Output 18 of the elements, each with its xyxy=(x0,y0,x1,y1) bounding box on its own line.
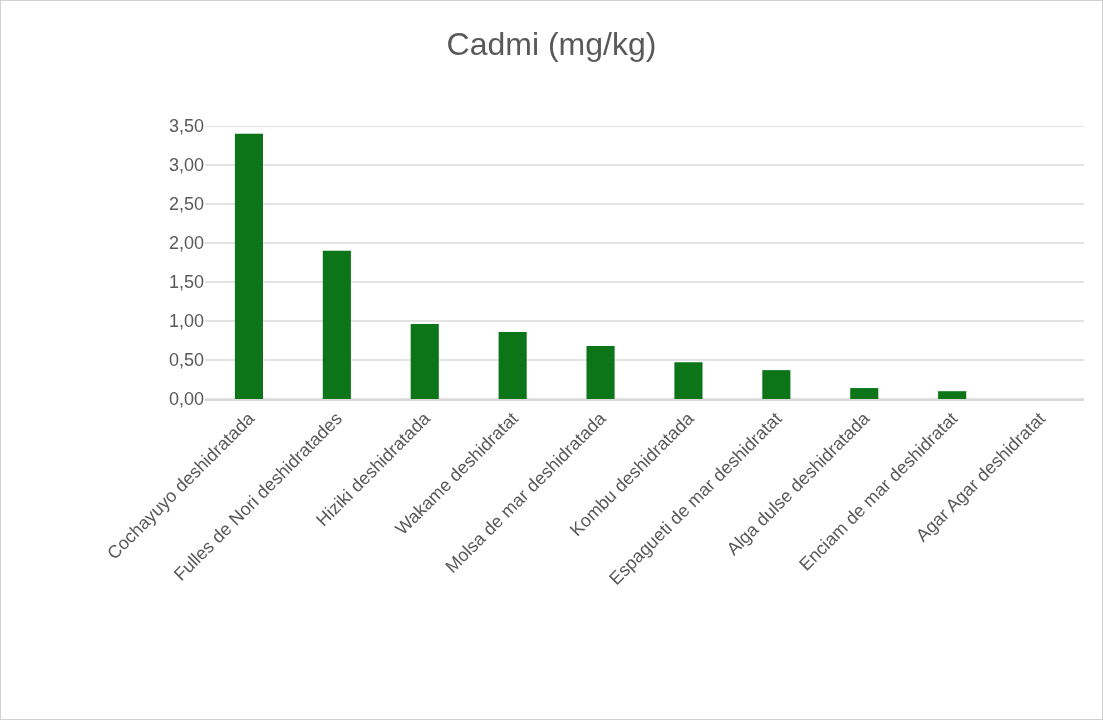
bar xyxy=(850,388,879,399)
bar xyxy=(938,391,967,399)
y-tick-label: 2,50 xyxy=(168,194,204,215)
bar xyxy=(586,345,615,399)
y-tick-label: 2,00 xyxy=(168,233,204,254)
bar xyxy=(762,370,791,399)
y-tick-label: 0,00 xyxy=(168,389,204,410)
y-tick-label: 0,50 xyxy=(168,350,204,371)
bar xyxy=(674,362,703,399)
bar xyxy=(234,133,264,399)
bar xyxy=(410,324,439,399)
y-tick-label: 3,00 xyxy=(168,155,204,176)
y-tick-label: 1,00 xyxy=(168,311,204,332)
y-tick-label: 3,50 xyxy=(168,116,204,137)
bar xyxy=(322,250,351,399)
y-tick-label: 1,50 xyxy=(168,272,204,293)
bar xyxy=(498,331,527,399)
chart-title: Cadmi (mg/kg) xyxy=(446,26,657,63)
